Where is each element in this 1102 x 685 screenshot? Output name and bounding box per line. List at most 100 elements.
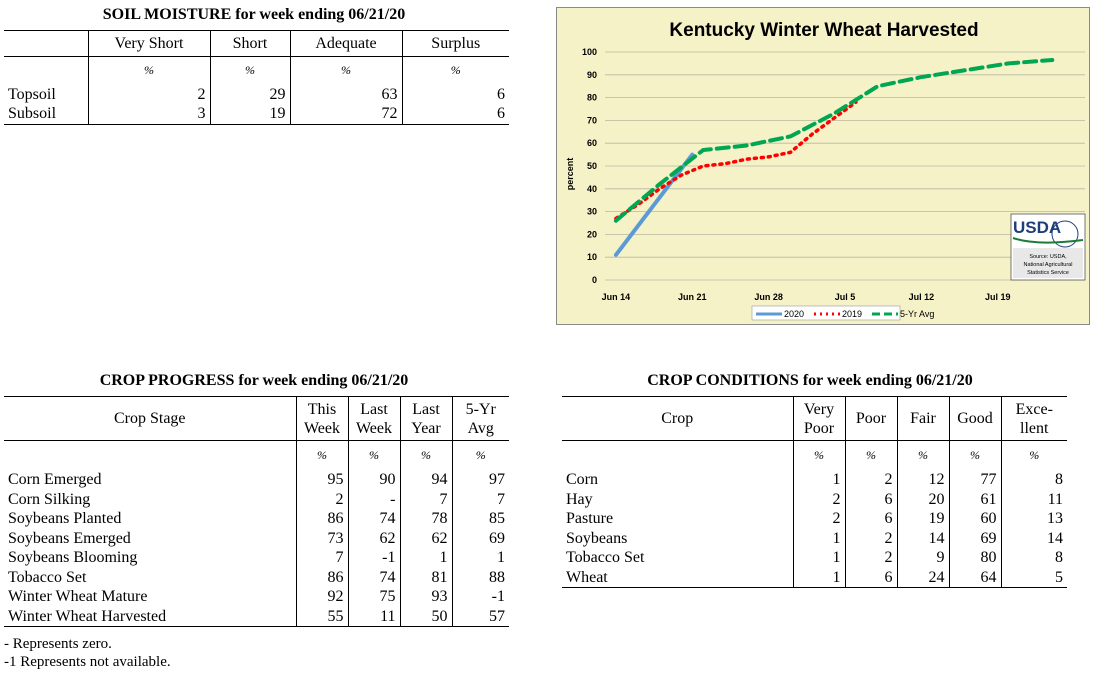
y-tick-label: 70	[587, 115, 597, 125]
unit-label: %	[347, 440, 400, 471]
x-tick-label: Jul 19	[985, 292, 1011, 302]
cell: 95	[295, 470, 348, 490]
source-line: Source: USDA,	[1029, 254, 1067, 260]
cell: 69	[451, 529, 509, 549]
row-label: Pasture	[566, 510, 614, 528]
cell: 88	[451, 568, 509, 588]
table-row: Topsoil 2 29 63 6	[4, 84, 509, 105]
unit-label: %	[399, 440, 452, 471]
cell: 19	[896, 509, 949, 529]
cell: 69	[948, 529, 1001, 549]
col-header: Exce-llent	[1000, 396, 1067, 441]
cell: 1	[792, 529, 845, 549]
cell: 72	[289, 104, 402, 125]
series-line-2019	[614, 100, 858, 221]
cell: 6	[844, 509, 897, 529]
table-row: Soybeans Emerged 73 62 62 69	[4, 529, 509, 549]
cell: 63	[289, 84, 402, 105]
cell: 90	[347, 470, 400, 490]
table-row: Winter Wheat Harvested 55 11 50 57	[4, 607, 509, 627]
soil-moisture-table: Very Short Short Adequate Surplus % % % …	[4, 30, 509, 125]
col-header: This Week	[295, 396, 348, 441]
cell: 62	[347, 529, 400, 549]
chart-svg: Kentucky Winter Wheat Harvested percent …	[565, 20, 1086, 321]
cell: 8	[1000, 470, 1067, 490]
col-header: Very Short	[87, 30, 210, 57]
unit-label: %	[1000, 440, 1067, 471]
cell: 14	[1000, 529, 1067, 549]
wheat-harvest-chart: Kentucky Winter Wheat Harvested percent …	[556, 7, 1090, 325]
row-label: Corn Emerged	[8, 471, 102, 489]
cell: 7	[295, 548, 348, 568]
cell: 8	[1000, 548, 1067, 568]
row-label: Topsoil	[8, 85, 56, 103]
cell: 81	[399, 568, 452, 588]
col-header: Adequate	[289, 30, 402, 57]
cell: 2	[792, 509, 845, 529]
cell: 13	[1000, 509, 1067, 529]
cell: 1	[399, 548, 452, 568]
cell: 74	[347, 509, 400, 529]
x-tick-label: Jun 21	[678, 292, 707, 302]
usda-logo: USDA Source: USDA, National Agricultural…	[1010, 213, 1086, 281]
unit-label: %	[401, 56, 509, 85]
cell: 2	[87, 84, 210, 105]
cell: 14	[896, 529, 949, 549]
col-header: Poor	[844, 396, 897, 441]
table-row: Pasture 2 6 19 60 13	[562, 509, 1067, 529]
usda-swoosh-icon	[1012, 237, 1084, 244]
table-row: Soybeans Blooming 7 -1 1 1	[4, 548, 509, 568]
table-row: Hay 2 6 20 61 11	[562, 490, 1067, 510]
row-label: Soybeans	[566, 529, 628, 547]
usda-logo-text: USDA	[1013, 218, 1061, 237]
cell: 6	[844, 568, 897, 588]
cell: 7	[451, 490, 509, 510]
col-header: Surplus	[401, 30, 509, 57]
cell: 12	[896, 470, 949, 490]
cell: 73	[295, 529, 348, 549]
x-tick-label: Jun 28	[754, 292, 783, 302]
crop-progress-title: CROP PROGRESS for week ending 06/21/20	[99, 372, 409, 389]
col-header: Very Poor	[792, 396, 845, 441]
col-header: Short	[209, 30, 290, 57]
row-label: Tobacco Set	[566, 549, 645, 567]
table-row: Winter Wheat Mature 92 75 93 -1	[4, 587, 509, 607]
row-label: Soybeans Planted	[8, 510, 122, 528]
cell: 6	[401, 84, 509, 105]
cell: 3	[87, 104, 210, 125]
cell: 9	[896, 548, 949, 568]
table-row: Tobacco Set 1 2 9 80 8	[562, 548, 1067, 568]
cell: 80	[948, 548, 1001, 568]
cell: 2	[844, 529, 897, 549]
unit-label: %	[289, 56, 402, 85]
cell: 19	[209, 104, 290, 125]
cell: 6	[844, 490, 897, 510]
col-header: Last Year	[399, 396, 452, 441]
cell: 92	[295, 587, 348, 607]
crop-conditions-title: CROP CONDITIONS for week ending 06/21/20	[647, 372, 973, 389]
crop-conditions-table: Crop Very Poor Poor Fair Good Exce-llent …	[562, 396, 1067, 588]
cell: 1	[792, 548, 845, 568]
col-header-crop: Crop	[661, 409, 694, 427]
legend-label: 2019	[842, 309, 862, 319]
cell: 24	[896, 568, 949, 588]
y-tick-label: 30	[587, 207, 597, 217]
table-row: Wheat 1 6 24 64 5	[562, 568, 1067, 588]
cell: 11	[1000, 490, 1067, 510]
cell: 50	[399, 607, 452, 627]
unit-label: %	[295, 440, 348, 471]
cell: 85	[451, 509, 509, 529]
cell: 61	[948, 490, 1001, 510]
y-tick-label: 10	[587, 252, 597, 262]
row-label: Hay	[566, 490, 593, 508]
y-tick-label: 100	[582, 47, 597, 57]
row-label: Subsoil	[8, 105, 57, 123]
col-header: Last Week	[347, 396, 400, 441]
cell: 97	[451, 470, 509, 490]
cell: 62	[399, 529, 452, 549]
row-label: Tobacco Set	[8, 568, 87, 586]
row-label: Winter Wheat Harvested	[8, 607, 167, 625]
cell: -1	[347, 548, 400, 568]
col-header-stage: Crop Stage	[113, 409, 186, 427]
cell: -	[347, 490, 400, 510]
